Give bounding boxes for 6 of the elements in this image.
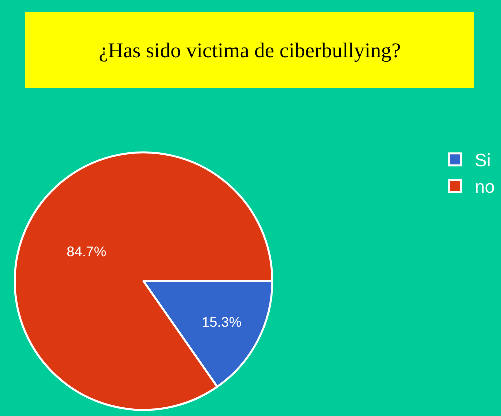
pie-slice [14, 152, 274, 412]
data-label: 84.7% [66, 244, 107, 260]
data-label: 15.3% [202, 314, 242, 330]
legend-label: Si [475, 150, 492, 171]
chart-title: ¿Has sido victima de ciberbullying? [98, 38, 402, 62]
legend-label: no [475, 177, 496, 198]
